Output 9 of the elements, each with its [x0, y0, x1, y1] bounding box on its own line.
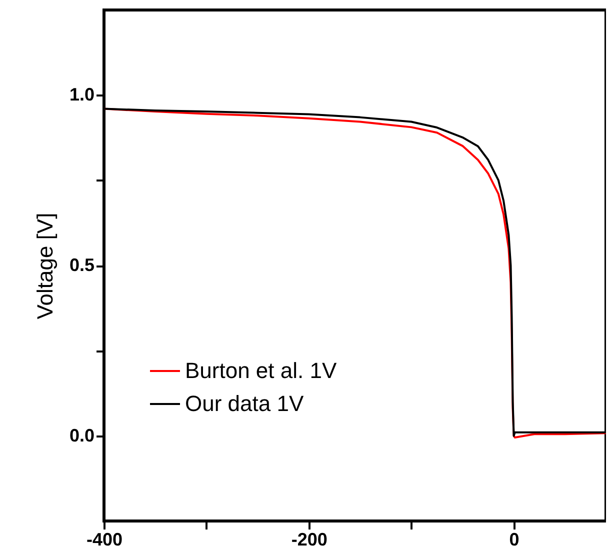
legend-label: Our data 1V [185, 391, 304, 416]
y-tick-label: 1.0 [69, 84, 94, 105]
x-tick-label: -200 [291, 530, 328, 550]
y-axis-title: Voltage [V] [32, 212, 58, 320]
x-tick-label: -400 [86, 530, 123, 550]
x-tick-label: 0 [509, 530, 520, 550]
y-tick-label: 0.5 [69, 255, 94, 275]
legend-label: Burton et al. 1V [185, 358, 337, 383]
y-tick-label: 0.0 [69, 425, 94, 446]
